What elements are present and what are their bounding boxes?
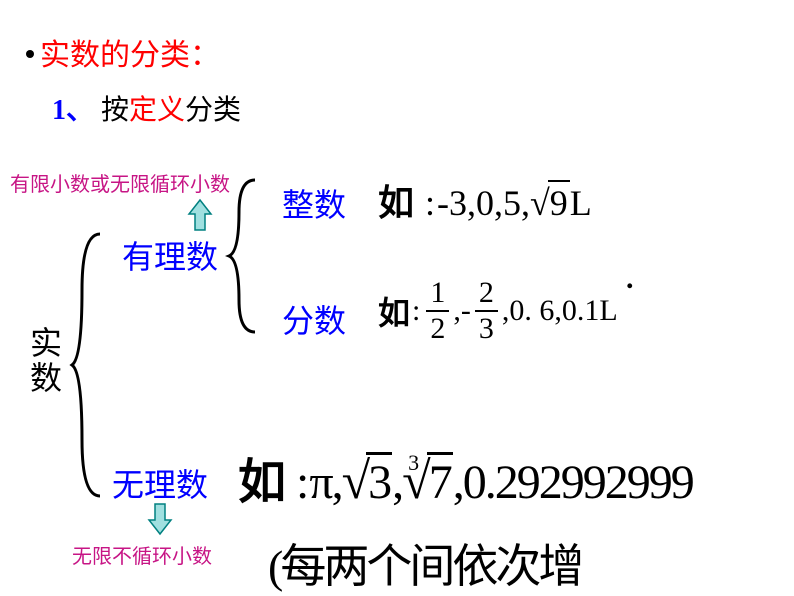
prefix-ru-1: 如 (378, 182, 414, 223)
integer-label: 整数 (282, 180, 346, 226)
repeat-dot-icon: . (626, 262, 634, 296)
root-char2: 数 (30, 361, 62, 396)
annotation-infinite-text: 无限不循环小数 (72, 546, 212, 568)
arrow-down-icon (145, 500, 175, 536)
colon-2: : (412, 294, 420, 328)
brace-rational (225, 176, 265, 336)
comma-ir: , (392, 456, 402, 509)
integer-ex-prefix: -3,0,5, (437, 183, 530, 223)
subtitle-red: 定义 (129, 95, 185, 126)
bottom-partial: (每两个间依次增 (268, 530, 581, 596)
integer-examples: 如 :-3,0,5,√9L (378, 174, 592, 226)
fraction-text: 分数 (282, 303, 346, 339)
frac2-den: 3 (475, 312, 498, 344)
prefix-ru-3: 如 (238, 456, 284, 509)
integer-suffix: L (570, 183, 592, 223)
cbrt7: 7 (427, 452, 453, 510)
root-char1: 实 (30, 326, 62, 361)
sqrt3: 3 (366, 452, 392, 510)
cube-index: 3 (408, 450, 417, 476)
frac2-num: 2 (475, 278, 498, 312)
subtitle: 1、 按定义分类 (52, 88, 241, 128)
comma1: , (453, 294, 461, 328)
annotation-finite: 有限小数或无限循环小数 (10, 168, 230, 197)
subtitle-an: 按 (101, 95, 129, 126)
frac-twothirds: 2 3 (475, 278, 498, 344)
bottom-text: (每两个间依次增 (268, 541, 581, 592)
annotation-finite-text: 有限小数或无限循环小数 (10, 174, 230, 196)
tree-root: 实 数 (30, 326, 62, 396)
pi: π, (309, 456, 341, 509)
page-title: 实数的分类： (40, 30, 220, 74)
title-text: 实数的分类： (40, 39, 220, 72)
colon-1: : (425, 183, 435, 223)
subtitle-number: 1、 (52, 95, 94, 126)
fraction-label: 分数 (282, 296, 346, 342)
colon-3: : (296, 456, 307, 509)
irrational-examples: 如 :π,√3,3√7,0.292992999 (238, 442, 693, 512)
neg: - (461, 294, 471, 328)
frac-tail: ,0. 6,0.1L (502, 294, 618, 328)
fraction-examples: 如 : 1 2 , - 2 3 ,0. 6,0.1L (378, 278, 618, 344)
title-bullet (26, 50, 34, 58)
sqrt9: 9 (548, 180, 570, 224)
annotation-infinite: 无限不循环小数 (72, 540, 212, 569)
brace-main (68, 230, 108, 500)
integer-text: 整数 (282, 187, 346, 223)
subtitle-end: 分类 (185, 95, 241, 126)
rational-text: 有理数 (122, 239, 218, 275)
irrational-tail: ,0.292992999 (453, 456, 693, 509)
irrational-text: 无理数 (112, 467, 208, 503)
frac-half: 1 2 (426, 278, 449, 344)
frac1-num: 1 (426, 278, 449, 312)
prefix-ru-2: 如 (378, 288, 410, 334)
frac1-den: 2 (426, 312, 449, 344)
rational-label: 有理数 (122, 232, 218, 278)
arrow-up-icon (185, 198, 215, 234)
